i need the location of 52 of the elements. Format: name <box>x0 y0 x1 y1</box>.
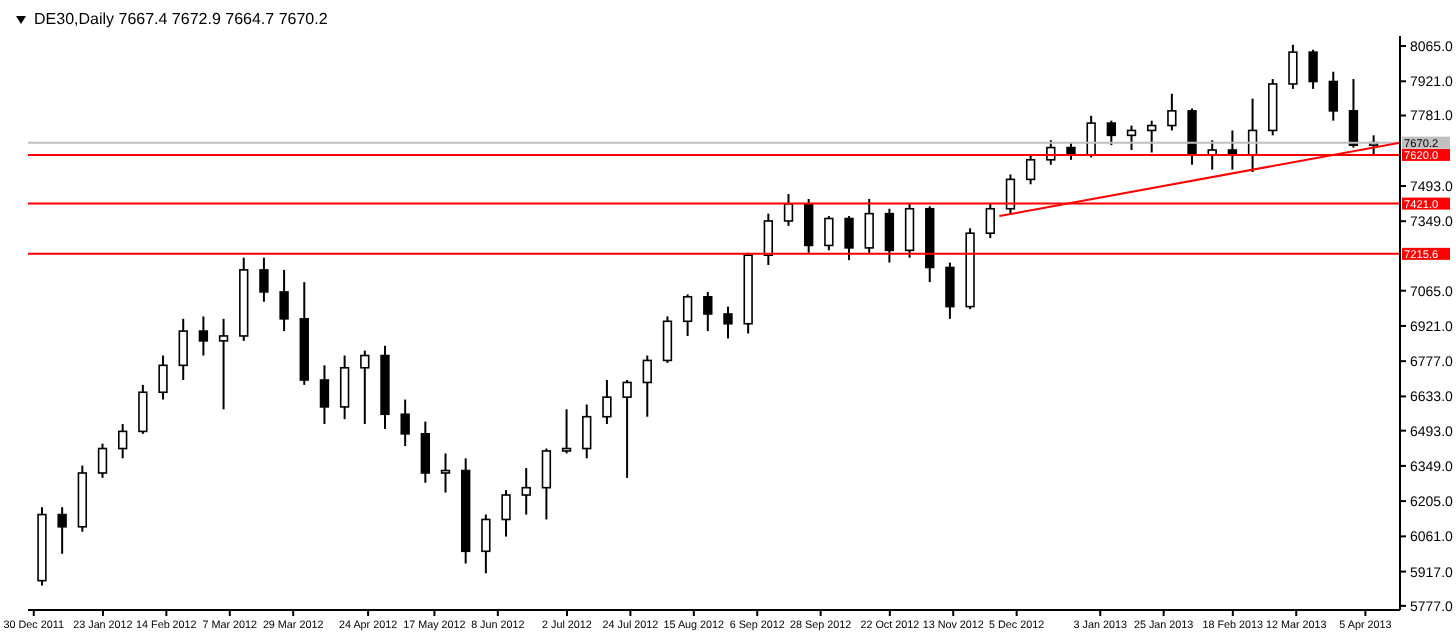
candlestick <box>622 379 632 479</box>
candlestick <box>945 261 955 320</box>
candlestick <box>279 268 289 333</box>
candlestick <box>178 317 188 382</box>
candlestick <box>803 197 814 254</box>
candlestick <box>1328 70 1338 122</box>
candlestick <box>481 513 491 575</box>
candlestick <box>259 256 269 303</box>
candlestick <box>198 315 209 357</box>
candlestick <box>703 290 713 333</box>
candlestick <box>662 315 673 364</box>
candlestick <box>844 215 854 262</box>
candlestick <box>1288 43 1298 90</box>
candlestick <box>1167 92 1177 132</box>
candlestick <box>420 420 431 484</box>
candlestick <box>582 403 592 460</box>
candlestick <box>1106 119 1117 147</box>
candlestick <box>158 354 168 401</box>
candlestick <box>824 215 834 252</box>
candlestick <box>541 447 552 521</box>
candlestick <box>360 349 370 426</box>
candlestick <box>985 202 995 240</box>
candlestick <box>864 197 874 254</box>
candlestick <box>682 293 693 337</box>
candlestick <box>642 354 652 418</box>
candlestick <box>884 207 895 264</box>
candlestick <box>138 383 148 435</box>
candlestick <box>1126 124 1137 152</box>
candlestick <box>319 364 330 426</box>
chart-title: DE30,Daily 7667.4 7672.9 7664.7 7670.2 <box>34 10 328 28</box>
candlestick <box>218 317 229 411</box>
candlestick <box>1268 78 1278 137</box>
candlestick <box>521 467 531 516</box>
candlestick <box>1308 48 1318 90</box>
candlestick <box>117 423 128 460</box>
candlestick <box>1146 119 1157 154</box>
candlestick <box>57 506 67 555</box>
candlestick <box>1005 173 1016 215</box>
candlestick <box>501 489 511 538</box>
candlestick <box>440 452 451 494</box>
candlestick <box>1086 114 1096 159</box>
candlestick <box>904 202 915 259</box>
candlestick <box>1187 107 1197 166</box>
candlestick <box>400 398 410 448</box>
candlestick <box>1348 78 1359 149</box>
candlestick <box>339 354 350 421</box>
candlestick <box>602 379 612 426</box>
candlestick <box>561 408 572 455</box>
candlestick <box>97 442 108 479</box>
candlestick <box>723 305 733 340</box>
candlestick <box>1025 153 1036 186</box>
candlestick <box>763 212 774 267</box>
